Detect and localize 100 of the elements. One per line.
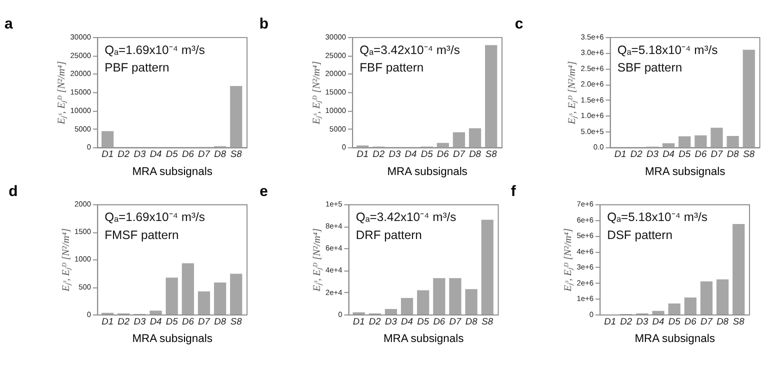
y-tick-label: 5000 [74, 124, 92, 134]
x-tick-label: D4 [401, 316, 413, 326]
y-tick-label: 3e+6 [576, 262, 594, 272]
chart-title: b [259, 16, 269, 33]
bar [726, 136, 739, 148]
x-tick-label: D8 [465, 316, 478, 326]
bar [468, 128, 482, 148]
x-tick-label: D3 [384, 316, 398, 326]
y-tick-label: 1e+5 [325, 200, 342, 209]
bar [652, 310, 664, 314]
x-tick-label: S8 [230, 316, 243, 326]
y-axis-title: Eⱼˢ, Eⱼᴰ [N²/m⁴] [60, 228, 72, 292]
annotation: DRF pattern [356, 228, 422, 242]
y-tick-label: 6e+4 [325, 244, 342, 253]
y-tick-label: 4e+4 [325, 266, 342, 275]
y-tick-label: 15000 [70, 88, 92, 97]
y-tick-label: 25000 [325, 50, 346, 60]
y-axis-title: Eⱼˢ, Eⱼᴰ [N²/m⁴] [563, 228, 574, 292]
bar [150, 310, 162, 314]
x-tick-label: D3 [388, 149, 402, 160]
x-tick-label: D2 [368, 316, 382, 326]
x-tick-label: D1 [102, 149, 114, 160]
annotation: Qₐ=5.18x10⁻⁴ m³/s [607, 210, 708, 224]
x-tick-label: D1 [352, 316, 365, 326]
y-tick-label: 2.5e+6 [580, 64, 604, 73]
x-tick-label: D4 [652, 316, 664, 326]
y-tick-label: 10000 [70, 106, 92, 115]
y-tick-label: 7e+6 [576, 200, 594, 209]
x-tick-label: S8 [732, 316, 746, 326]
x-tick-label: D7 [198, 316, 211, 326]
chart-title: a [4, 16, 14, 33]
bar [198, 291, 210, 314]
y-tick-label: 1.5e+6 [580, 95, 604, 104]
x-tick-label: D1 [614, 149, 626, 160]
x-tick-label: S8 [485, 149, 498, 160]
x-tick-label: D2 [118, 316, 130, 326]
y-tick-label: 2000 [74, 200, 92, 209]
x-tick-label: D4 [404, 149, 417, 160]
x-axis-title: MRA subsignals [387, 166, 468, 178]
x-tick-label: D6 [433, 316, 446, 326]
y-tick-label: 2e+6 [576, 278, 594, 288]
x-axis-title: MRA subsignals [132, 333, 213, 346]
x-tick-label: D5 [166, 149, 179, 160]
bar [684, 297, 696, 314]
y-tick-label: 25000 [70, 50, 92, 60]
y-tick-label: 5000 [329, 124, 346, 134]
x-tick-label: D2 [372, 149, 386, 160]
x-tick-label: D2 [620, 316, 633, 326]
bar [742, 50, 755, 148]
annotation: Qₐ=3.42x10⁻⁴ m³/s [356, 210, 456, 224]
annotation: Qₐ=1.69x10⁻⁴ m³/s [104, 42, 205, 57]
x-tick-label: D7 [700, 316, 714, 326]
y-tick-label: 30000 [70, 32, 92, 42]
annotation: Qₐ=3.42x10⁻⁴ m³/s [360, 42, 460, 57]
bar [710, 128, 723, 148]
x-tick-label: D5 [417, 316, 430, 326]
y-tick-label: 3.5e+6 [580, 32, 604, 42]
y-tick-label: 1e+6 [576, 294, 594, 304]
x-tick-label: D1 [604, 316, 616, 326]
bar [465, 289, 478, 314]
y-tick-label: 500 [78, 282, 92, 292]
y-tick-label: 0 [342, 142, 346, 152]
y-tick-label: 1.0e+6 [580, 111, 604, 120]
x-tick-label: D5 [166, 316, 179, 326]
x-tick-label: D5 [678, 149, 692, 160]
bar [668, 303, 680, 314]
bar [214, 282, 226, 314]
x-tick-label: D2 [630, 149, 644, 160]
x-tick-label: S8 [230, 149, 243, 160]
x-axis-title: MRA subsignals [132, 166, 213, 178]
bar [485, 45, 498, 148]
x-tick-label: D1 [102, 316, 114, 326]
bar [481, 220, 494, 314]
bar [384, 308, 398, 314]
y-tick-label: 8e+4 [325, 222, 342, 231]
y-tick-label: 30000 [325, 32, 346, 42]
x-axis-title: MRA subsignals [644, 166, 726, 178]
y-tick-label: 20000 [325, 69, 346, 78]
annotation: PBF pattern [104, 60, 170, 75]
y-axis-title: Eⱼˢ, Eⱼᴰ [N²/m⁴] [56, 61, 68, 126]
y-tick-label: 0 [86, 310, 92, 319]
y-tick-label: 5.0e+5 [580, 126, 604, 136]
x-tick-label: D3 [646, 149, 660, 160]
y-tick-label: 5e+6 [576, 231, 594, 240]
x-tick-label: D5 [420, 149, 434, 160]
chart-title: d [8, 182, 18, 200]
y-axis-title: Eⱼˢ, Eⱼᴰ [N²/m⁴] [567, 61, 578, 126]
x-tick-label: D6 [182, 149, 195, 160]
bar [678, 136, 691, 148]
x-tick-label: S8 [482, 316, 494, 326]
bar [716, 279, 729, 314]
chart-title: c [514, 16, 524, 33]
x-tick-label: D5 [668, 316, 682, 326]
annotation: SBF pattern [617, 60, 682, 75]
bar [230, 274, 242, 314]
x-tick-label: D6 [182, 316, 195, 326]
x-tick-label: D1 [356, 149, 369, 160]
bar [182, 263, 194, 314]
y-tick-label: 3.0e+6 [580, 48, 604, 58]
y-tick-label: 0 [338, 310, 342, 319]
